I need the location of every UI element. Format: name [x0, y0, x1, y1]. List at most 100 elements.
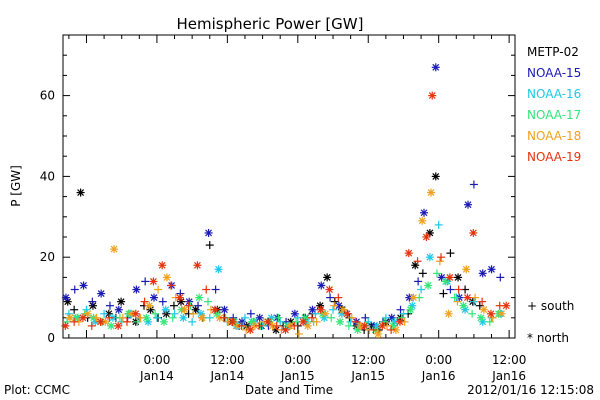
- x-tick-time-label: 12:00: [210, 353, 245, 367]
- data-point-south: [154, 285, 163, 294]
- x-tick-day-label: Jan16: [491, 369, 526, 383]
- data-point-south: [70, 317, 79, 326]
- data-point-north: [420, 208, 429, 217]
- x-tick-time-label: 12:00: [351, 353, 386, 367]
- data-point-south: [294, 329, 303, 338]
- data-point-south: [292, 317, 301, 326]
- data-point-north: [149, 277, 158, 286]
- x-tick-time-label: 0:00: [425, 353, 452, 367]
- data-point-south: [369, 325, 378, 334]
- data-point-north: [228, 317, 237, 326]
- data-point-south: [118, 313, 127, 322]
- x-tick-time-label: 0:00: [143, 353, 170, 367]
- data-point-south: [100, 309, 109, 318]
- data-point-north: [431, 63, 440, 72]
- data-point-south: [70, 305, 79, 314]
- data-point-north: [406, 305, 415, 314]
- data-point-north: [378, 321, 387, 330]
- data-point-south: [133, 317, 142, 326]
- data-point-north: [486, 309, 495, 318]
- marker-key-north: * north: [527, 331, 569, 345]
- data-point-north: [110, 245, 119, 254]
- data-point-south: [203, 297, 212, 306]
- data-point-north: [198, 313, 207, 322]
- data-point-south: [471, 293, 480, 302]
- data-point-south: [327, 313, 336, 322]
- data-point-north: [422, 233, 431, 241]
- data-point-north: [238, 317, 247, 326]
- y-tick-label: 60: [40, 89, 55, 103]
- data-point-north: [427, 188, 436, 197]
- data-point-north: [61, 293, 70, 302]
- data-point-south: [478, 297, 487, 306]
- data-point-south: [105, 313, 114, 322]
- data-point-south: [435, 257, 444, 266]
- data-point-north: [96, 317, 105, 326]
- data-point-north: [114, 321, 123, 330]
- data-point-north: [336, 317, 345, 326]
- data-point-south: [158, 297, 167, 306]
- data-point-north: [409, 293, 418, 302]
- data-point-south: [469, 297, 478, 306]
- data-point-south: [329, 305, 338, 314]
- data-point-south: [219, 313, 228, 322]
- data-point-north: [464, 200, 473, 209]
- y-axis: 0 20 40 60: [40, 34, 515, 345]
- data-point-north: [374, 329, 383, 338]
- data-point-south: [240, 313, 249, 322]
- data-point-south: [351, 317, 360, 326]
- data-point-south: [396, 305, 405, 314]
- data-point-south: [205, 241, 214, 250]
- data-point-north: [469, 228, 478, 237]
- data-point-north: [131, 309, 140, 318]
- y-tick-label: 0: [47, 331, 55, 345]
- x-axis-label: Date and Time: [245, 383, 333, 397]
- data-point-north: [180, 305, 189, 314]
- data-point-south: [194, 301, 203, 310]
- data-point-south: [446, 249, 455, 258]
- data-point-north: [395, 317, 404, 326]
- data-point-south: [311, 309, 320, 318]
- data-point-south: [189, 309, 198, 318]
- data-point-south: [347, 313, 356, 322]
- data-point-north: [323, 273, 332, 282]
- data-point-south: [255, 321, 264, 330]
- legend-entry: NOAA-15: [527, 66, 581, 80]
- legend-entry: NOAA-18: [527, 129, 581, 143]
- data-point-north: [263, 317, 272, 326]
- legend: METP-02 NOAA-15 NOAA-16 NOAA-17 NOAA-18 NOAA-…: [527, 45, 581, 164]
- data-point-north: [76, 188, 85, 197]
- data-point-south: [446, 285, 455, 294]
- data-point-north: [444, 309, 453, 318]
- data-point-north: [339, 305, 348, 314]
- data-point-north: [66, 313, 75, 322]
- data-point-north: [162, 273, 171, 282]
- data-point-south: [454, 285, 463, 294]
- data-point-north: [431, 172, 440, 181]
- y-axis-label: P [GW]: [9, 165, 23, 207]
- data-point-north: [281, 325, 290, 334]
- x-axis: 0:00 Jan14 12:00 Jan14 0:00 Jan15 12:00 Jan15 0:…: [68, 35, 526, 383]
- data-point-north: [425, 253, 434, 262]
- data-point-south: [70, 285, 79, 294]
- data-point-north: [424, 281, 433, 290]
- data-point-south: [290, 321, 299, 330]
- data-point-south: [168, 313, 177, 322]
- legend-entry: NOAA-19: [527, 150, 581, 164]
- data-point-south: [413, 257, 422, 266]
- x-tick-time-label: 0:00: [284, 353, 311, 367]
- data-point-south: [417, 285, 426, 294]
- data-point-south: [387, 325, 396, 334]
- data-point-north: [428, 91, 437, 100]
- data-point-south: [485, 317, 494, 326]
- data-point-north: [463, 293, 472, 302]
- plot-frame: [62, 34, 516, 339]
- x-tick-day-label: Jan16: [421, 369, 456, 383]
- data-point-south: [122, 317, 131, 326]
- data-point-north: [404, 249, 413, 258]
- data-point-north: [478, 269, 487, 278]
- data-point-north: [476, 313, 485, 322]
- data-point-south: [361, 313, 370, 322]
- data-point-south: [439, 289, 448, 298]
- legend-entry: NOAA-17: [527, 108, 581, 122]
